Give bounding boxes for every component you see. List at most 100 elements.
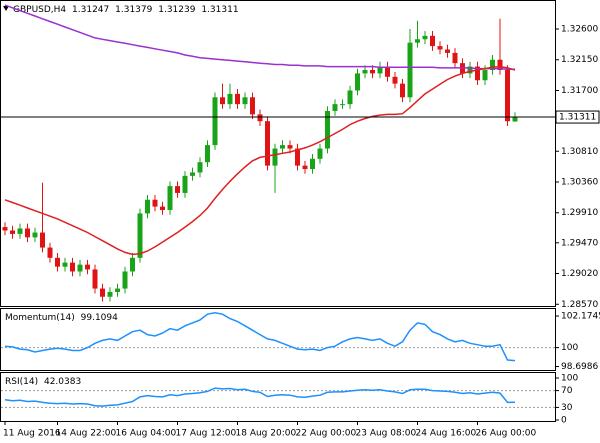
collapse-icon (3, 6, 9, 11)
x-tick-label: 23 Aug 08:00 (356, 429, 417, 439)
indicator-line (4, 387, 516, 407)
candle-body (497, 59, 503, 70)
candle-body (385, 66, 390, 77)
candle-body (2, 227, 8, 231)
y-tick-label: 30 (561, 403, 573, 413)
candle-body (332, 104, 338, 111)
candle-body (257, 114, 263, 122)
y-tick-label: 1.28570 (561, 300, 598, 310)
candle-body (467, 66, 473, 74)
candle-body (190, 172, 195, 176)
candle-body (160, 206, 165, 211)
candle-body (355, 73, 360, 91)
indicator-label: RSI(14) 42.0383 (5, 377, 81, 387)
candle-body (475, 66, 480, 81)
candle-body (287, 145, 293, 149)
indicator-line (4, 65, 516, 256)
candle-body (265, 121, 270, 166)
x-tick-label: 26 Aug 00:00 (476, 429, 537, 439)
candle-body (392, 76, 398, 84)
candle-body (437, 46, 443, 50)
candle-body (407, 42, 413, 98)
candle-body (47, 247, 53, 258)
candle-body (445, 49, 450, 53)
candle-body (197, 162, 203, 173)
candle-body (490, 59, 495, 70)
y-tick-label: 70 (561, 386, 573, 396)
x-tick-label: 11 Aug 2016 (3, 429, 61, 439)
candle-body (220, 97, 225, 105)
indicator-title: RSI(14) (5, 377, 38, 387)
candle-body (250, 97, 255, 115)
candle-body (70, 262, 75, 272)
candle-body (347, 90, 353, 105)
candle-body (242, 97, 248, 105)
indicator-title: Momentum(14) (5, 313, 75, 323)
close-value: 1.31311 (201, 5, 238, 15)
y-tick-label: 1.32150 (561, 55, 598, 65)
candle-body (377, 66, 383, 74)
candle-body (310, 158, 315, 170)
y-tick-label: 1.32600 (561, 25, 598, 35)
candle-body (122, 271, 128, 289)
y-tick-label: 100 (561, 343, 578, 353)
candle-body (430, 35, 435, 47)
candle-body (100, 288, 105, 297)
x-tick-label: 17 Aug 12:00 (176, 429, 237, 439)
candle-body (130, 257, 135, 272)
candle-body (302, 165, 308, 170)
candle-body (92, 269, 98, 289)
x-tick-label: 16 Aug 04:00 (116, 429, 177, 439)
candle-body (212, 97, 218, 146)
chart-header: GBPUSD,H4 1.31247 1.31379 1.31239 1.3131… (13, 5, 239, 15)
candle-body (17, 228, 23, 234)
candle-body (10, 230, 15, 234)
candle-body (145, 199, 150, 214)
candle-body (422, 35, 428, 40)
x-tick-label: 18 Aug 20:00 (236, 429, 297, 439)
candle-body (325, 110, 330, 149)
candle-body (152, 199, 158, 207)
y-tick-label: 1.30810 (561, 147, 598, 157)
momentum-panel (0, 308, 556, 371)
candle-body (295, 148, 300, 166)
y-tick-label: 1.29020 (561, 269, 598, 279)
y-tick-label: 98.6986 (561, 362, 598, 372)
candle-body (317, 148, 323, 159)
y-tick-label: 100 (561, 374, 578, 384)
high-value: 1.31379 (115, 5, 152, 15)
candle-body (32, 232, 38, 238)
x-tick-label: 14 Aug 22:00 (56, 429, 117, 439)
candle-body (340, 104, 345, 106)
candle-body (227, 93, 233, 105)
candle-body (40, 232, 45, 248)
candle-body (370, 69, 375, 74)
indicator-line (4, 4, 515, 71)
candle-body (137, 213, 143, 258)
candle-body (362, 69, 368, 74)
candle-body (167, 186, 173, 211)
candle-body (505, 69, 510, 122)
rsi-panel (0, 372, 556, 422)
x-tick-label: 22 Aug 00:00 (296, 429, 357, 439)
indicator-value: 42.0383 (44, 377, 81, 387)
candle-body (85, 264, 90, 270)
candle-body (512, 117, 518, 122)
candle-body (400, 83, 405, 98)
candle-body (107, 291, 113, 297)
candle-body (280, 145, 285, 149)
chart-title: GBPUSD,H4 (13, 5, 66, 15)
y-tick-label: 1.31700 (561, 86, 598, 96)
candle-body (115, 288, 120, 292)
candle-body (205, 145, 210, 163)
candle-body (55, 257, 60, 267)
y-tick-label: 1.29470 (561, 238, 598, 248)
y-tick-label: 102.1745 (561, 312, 600, 322)
x-tick-label: 24 Aug 16:00 (416, 429, 477, 439)
candle-body (25, 228, 30, 238)
candle-body (272, 148, 278, 166)
candle-body (182, 175, 188, 193)
y-tick-label: 1.30360 (561, 178, 598, 188)
open-value: 1.31247 (72, 5, 109, 15)
